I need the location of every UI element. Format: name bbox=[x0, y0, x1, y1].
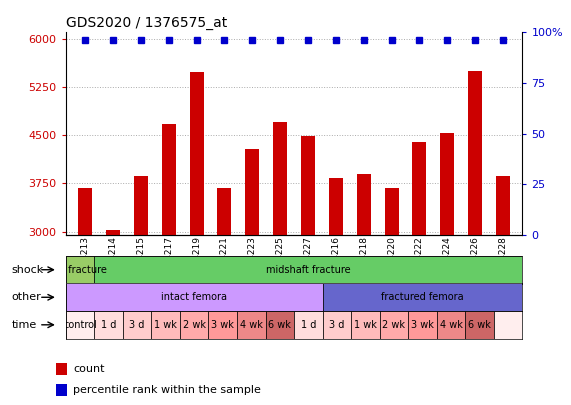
Text: no fracture: no fracture bbox=[53, 265, 107, 275]
Text: count: count bbox=[73, 364, 105, 374]
Bar bbox=[78, 188, 92, 235]
Text: midshaft fracture: midshaft fracture bbox=[266, 265, 351, 275]
Text: 3 d: 3 d bbox=[329, 320, 344, 330]
Bar bbox=[351, 311, 380, 339]
Bar bbox=[408, 311, 437, 339]
Bar bbox=[151, 311, 180, 339]
Text: 2 wk: 2 wk bbox=[383, 320, 405, 330]
Bar bbox=[468, 71, 482, 235]
Bar bbox=[162, 124, 176, 235]
Bar bbox=[237, 311, 266, 339]
Bar bbox=[323, 311, 351, 339]
Text: time: time bbox=[11, 320, 37, 330]
Text: 3 wk: 3 wk bbox=[211, 320, 234, 330]
Text: percentile rank within the sample: percentile rank within the sample bbox=[73, 385, 261, 395]
Text: control: control bbox=[63, 320, 97, 330]
Text: 1 wk: 1 wk bbox=[354, 320, 377, 330]
Bar bbox=[465, 311, 494, 339]
Bar bbox=[123, 311, 151, 339]
Bar bbox=[106, 230, 120, 235]
Text: 1 d: 1 d bbox=[301, 320, 316, 330]
Bar bbox=[301, 136, 315, 235]
Text: fractured femora: fractured femora bbox=[381, 292, 464, 302]
Bar bbox=[134, 176, 148, 235]
Bar bbox=[380, 311, 408, 339]
Bar bbox=[66, 284, 323, 311]
Bar bbox=[494, 311, 522, 339]
Text: shock: shock bbox=[11, 265, 43, 275]
Text: other: other bbox=[11, 292, 41, 302]
Bar bbox=[56, 362, 67, 375]
Text: 1 d: 1 d bbox=[101, 320, 116, 330]
Bar bbox=[246, 149, 259, 235]
Bar bbox=[412, 142, 427, 235]
Bar bbox=[329, 178, 343, 235]
Bar bbox=[496, 176, 510, 235]
Text: 4 wk: 4 wk bbox=[240, 320, 263, 330]
Bar bbox=[273, 122, 287, 235]
Text: 3 wk: 3 wk bbox=[411, 320, 434, 330]
Bar bbox=[357, 175, 371, 235]
Bar bbox=[66, 311, 94, 339]
Bar bbox=[56, 384, 67, 396]
Text: 4 wk: 4 wk bbox=[440, 320, 463, 330]
Bar bbox=[180, 311, 208, 339]
Bar bbox=[94, 311, 123, 339]
Bar bbox=[66, 256, 94, 284]
Bar bbox=[437, 311, 465, 339]
Text: 6 wk: 6 wk bbox=[468, 320, 491, 330]
Bar bbox=[190, 72, 203, 235]
Text: 2 wk: 2 wk bbox=[183, 320, 206, 330]
Bar bbox=[266, 311, 294, 339]
Text: 6 wk: 6 wk bbox=[268, 320, 291, 330]
Text: 1 wk: 1 wk bbox=[154, 320, 177, 330]
Text: GDS2020 / 1376575_at: GDS2020 / 1376575_at bbox=[66, 16, 227, 30]
Bar bbox=[208, 311, 237, 339]
Bar bbox=[323, 284, 522, 311]
Text: 3 d: 3 d bbox=[130, 320, 144, 330]
Bar bbox=[440, 133, 454, 235]
Text: intact femora: intact femora bbox=[161, 292, 227, 302]
Bar bbox=[294, 311, 323, 339]
Bar bbox=[218, 188, 231, 235]
Bar bbox=[385, 188, 399, 235]
